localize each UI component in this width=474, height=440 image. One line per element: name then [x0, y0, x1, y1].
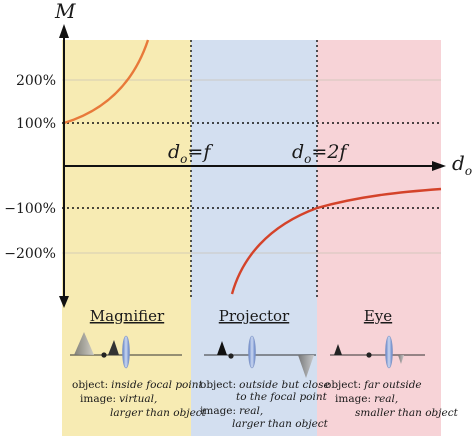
projector-object-desc: object: outside but close: [200, 379, 330, 391]
object-icon: [108, 340, 119, 355]
eye-image-desc: image: real,: [335, 393, 398, 405]
object-icon: [334, 344, 342, 355]
eye-optics-sketch: [330, 335, 425, 369]
projector-optics-sketch: [204, 335, 316, 378]
y-axis-arrow-icon: [59, 24, 69, 38]
focal-point-icon: [366, 352, 372, 358]
zone-title-projector: Projector: [219, 307, 290, 325]
real-image-icon: [398, 355, 404, 364]
projector-image-desc: image: real,: [200, 405, 263, 417]
zone-title-eye: Eye: [364, 307, 392, 325]
lens-icon: [248, 335, 256, 369]
marker-focal-point: do=f: [168, 141, 213, 166]
lens-icon: [122, 335, 130, 369]
x-axis-title: do: [452, 151, 472, 178]
magnifier-image-desc-2: larger than object: [110, 407, 207, 419]
y-tick-label: −100%: [4, 201, 56, 217]
focal-point-icon: [228, 353, 234, 359]
magnifier-optics-sketch: [70, 332, 182, 369]
zone-title-magnifier: Magnifier: [90, 307, 165, 325]
magnifier-object-desc: object: inside focal point: [72, 379, 204, 391]
eye-object-desc: object: far outside: [325, 379, 422, 391]
lens-icon: [385, 335, 393, 369]
projector-image-desc-2: larger than object: [232, 418, 329, 430]
projector-object-desc-2: to the focal point: [236, 391, 328, 403]
y-axis-title: M: [54, 0, 76, 23]
magnifier-image-desc: image: virtual,: [80, 393, 157, 405]
y-axis-down-arrow-icon: [59, 296, 69, 308]
zone-projector-background: [191, 40, 317, 436]
y-tick-label: −200%: [4, 246, 56, 262]
object-icon: [217, 341, 227, 355]
zone-magnifier-background: [62, 40, 191, 436]
focal-point-icon: [101, 352, 107, 358]
x-axis-arrow-icon: [432, 161, 446, 171]
zone-eye-background: [317, 40, 441, 436]
y-tick-label: 200%: [16, 73, 56, 89]
curve-projector-eye: [230, 187, 442, 295]
curve-magnifier: [63, 39, 150, 125]
eye-image-desc-2: smaller than object: [355, 407, 459, 419]
y-tick-label: 100%: [16, 116, 56, 132]
marker-twice-focal: do=2f: [292, 141, 349, 166]
virtual-image-icon: [74, 332, 94, 355]
real-image-icon: [298, 355, 314, 378]
